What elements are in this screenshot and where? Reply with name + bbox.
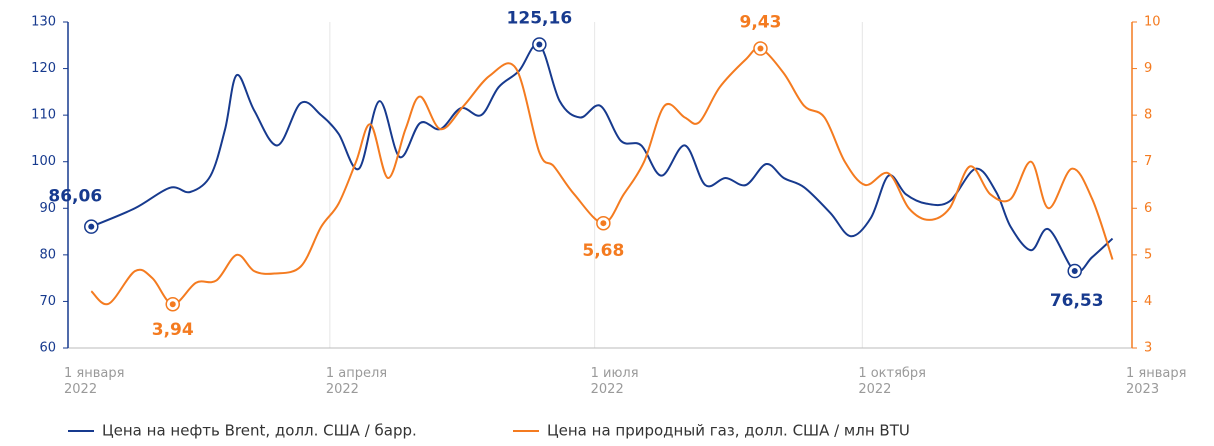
x-tick-label: 1 октября 2022 <box>858 366 927 397</box>
highlight-dot <box>88 223 95 230</box>
y-tick-label: 120 <box>31 61 56 76</box>
x-tick-label: 1 января 2023 <box>1126 366 1187 397</box>
x-tick-label: 1 января 2022 <box>64 366 125 397</box>
highlight-dot <box>600 220 607 227</box>
highlight-dot <box>757 45 764 52</box>
legend-label: Цена на нефть Brent, долл. США / барр. <box>102 422 417 440</box>
x-tick-label: 1 июля 2022 <box>590 366 639 397</box>
y2-tick-label: 5 <box>1144 247 1152 262</box>
y-tick-label: 60 <box>39 341 56 356</box>
y-tick-label: 90 <box>39 201 56 216</box>
y2-tick-label: 6 <box>1144 201 1152 216</box>
y-tick-label: 70 <box>39 294 56 309</box>
highlight-dot <box>536 41 543 48</box>
value-label: 5,68 <box>582 241 624 261</box>
y2-tick-label: 9 <box>1144 61 1152 76</box>
value-label: 76,53 <box>1050 291 1104 311</box>
value-label: 125,16 <box>507 9 573 29</box>
y-tick-label: 100 <box>31 154 56 169</box>
y-tick-label: 130 <box>31 15 56 30</box>
value-label: 86,06 <box>48 187 102 207</box>
x-tick-label: 1 апреля 2022 <box>325 366 388 397</box>
y2-tick-label: 4 <box>1144 294 1152 309</box>
value-label: 3,94 <box>152 320 194 340</box>
series-line <box>90 42 1114 273</box>
legend-label: Цена на природный газ, долл. США / млн B… <box>547 422 910 440</box>
y-tick-label: 80 <box>39 247 56 262</box>
y-tick-label: 110 <box>31 108 56 123</box>
value-label: 9,43 <box>740 13 782 33</box>
highlight-dot <box>169 301 176 308</box>
y2-tick-label: 8 <box>1144 108 1152 123</box>
y2-tick-label: 3 <box>1144 341 1152 356</box>
y2-tick-label: 10 <box>1144 15 1161 30</box>
y2-tick-label: 7 <box>1144 154 1152 169</box>
highlight-dot <box>1071 268 1078 275</box>
